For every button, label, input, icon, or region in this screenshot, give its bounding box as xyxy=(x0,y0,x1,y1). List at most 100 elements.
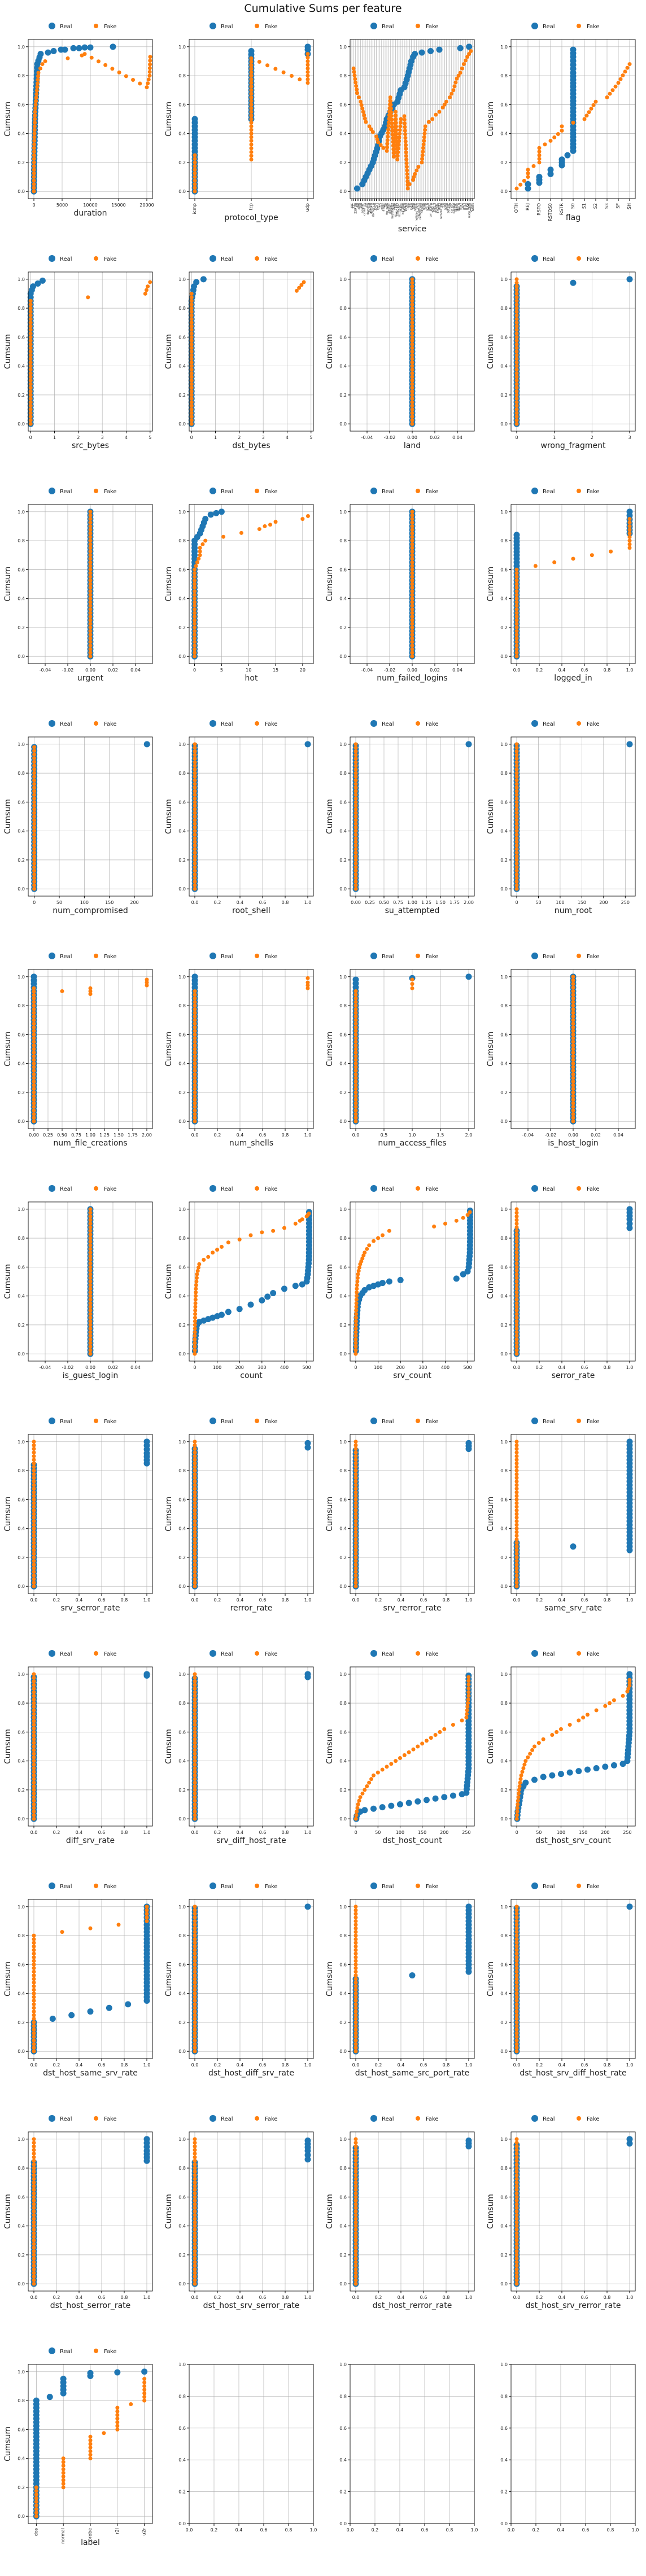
y-tick-label: 0.4 xyxy=(500,131,508,137)
axes-frame xyxy=(510,1201,636,1362)
data-point xyxy=(32,1112,36,1116)
data-point xyxy=(28,411,33,415)
data-point xyxy=(32,986,36,990)
x-tick-label: 0.8 xyxy=(604,1598,611,1603)
y-tick-label: 0.2 xyxy=(18,1323,25,1328)
data-point xyxy=(612,1698,616,1702)
legend-marker-fake xyxy=(416,1884,420,1888)
y-tick-label: 0.2 xyxy=(500,858,508,863)
x-tick-label: 0.6 xyxy=(581,668,588,673)
data-point xyxy=(405,168,409,173)
subplot-rerror_rate: Real Fake 0.0 0.2 0.4 0.6 0.8 1.0 0.0 0.2 0.4 0.6 0.… xyxy=(162,1412,320,1638)
data-point xyxy=(304,1444,311,1451)
legend-marker-fake xyxy=(416,1419,420,1423)
x-tick-label: 0.6 xyxy=(581,1365,588,1370)
data-point xyxy=(605,95,609,100)
x-tick-label: 0.02 xyxy=(430,435,440,440)
subplot-logged_in: Real Fake 0.0 0.2 0.4 0.6 0.8 1.0 0.0 0.2 0.4 0.6 0.… xyxy=(484,482,642,708)
x-axis-label: duration xyxy=(74,209,107,218)
axes-frame xyxy=(510,969,636,1129)
data-point xyxy=(514,883,519,888)
data-point xyxy=(514,1537,519,1542)
data-point xyxy=(353,1072,358,1077)
data-point xyxy=(194,1276,199,1280)
legend-marker-fake xyxy=(255,1419,259,1423)
data-point xyxy=(353,771,358,775)
data-point xyxy=(32,1570,36,1574)
data-point xyxy=(197,1265,201,1270)
y-tick-label: 0.8 xyxy=(339,1701,347,1706)
data-point xyxy=(515,1809,520,1814)
data-point xyxy=(353,185,360,192)
data-point xyxy=(193,1705,197,1709)
x-tick-label: 0.6 xyxy=(420,2062,427,2068)
data-point xyxy=(385,138,390,142)
data-point xyxy=(193,1025,197,1030)
y-tick-label: 0.4 xyxy=(178,1294,186,1299)
data-point xyxy=(193,1675,197,1680)
data-point xyxy=(88,1218,93,1222)
legend-label-real: Real xyxy=(382,1884,394,1890)
data-point xyxy=(353,1341,358,1345)
x-tick-label: 3 xyxy=(101,435,104,440)
x-tick-label: 0.8 xyxy=(282,900,289,905)
data-point xyxy=(289,73,294,78)
legend-label-fake: Fake xyxy=(587,1186,600,1192)
legend-marker-fake xyxy=(416,489,420,493)
data-point xyxy=(189,346,194,350)
data-point xyxy=(60,1930,64,1934)
data-point xyxy=(28,317,33,321)
data-point xyxy=(32,858,37,862)
data-point xyxy=(189,324,194,328)
data-point xyxy=(106,2004,112,2011)
data-point xyxy=(88,585,93,590)
data-point xyxy=(410,407,414,412)
data-point xyxy=(353,1533,358,1538)
data-point xyxy=(32,836,37,840)
data-point xyxy=(88,549,93,554)
data-point xyxy=(571,1065,575,1069)
legend-marker-real xyxy=(531,23,538,29)
data-point xyxy=(193,1330,197,1335)
data-point xyxy=(193,2028,197,2032)
data-point xyxy=(28,306,33,310)
data-point xyxy=(218,1311,225,1318)
y-tick-label: 0.6 xyxy=(500,1265,508,1270)
data-point xyxy=(193,840,197,844)
series-real xyxy=(513,741,633,892)
data-point xyxy=(193,1690,197,1695)
data-point xyxy=(589,107,593,111)
legend: Real Fake xyxy=(370,255,439,262)
data-point xyxy=(32,1068,36,1073)
x-tick-label: rje xyxy=(442,203,445,207)
data-point xyxy=(570,46,577,53)
data-point xyxy=(32,1802,36,1807)
y-tick-label: 0.0 xyxy=(178,887,186,892)
y-tick-label: 1.0 xyxy=(18,1440,25,1445)
y-tick-label: 0.8 xyxy=(339,538,347,543)
y-tick-label: 0.2 xyxy=(339,393,347,398)
data-point xyxy=(32,2002,36,2007)
x-tick-label: 0 xyxy=(515,900,518,905)
legend-marker-fake xyxy=(255,721,259,726)
x-axis-label: same_srv_rate xyxy=(544,1604,602,1613)
x-tick-label: 0.4 xyxy=(237,900,244,905)
x-tick-label: nnsp xyxy=(422,203,426,210)
data-point xyxy=(353,1966,358,1971)
legend: Real Fake xyxy=(370,953,439,960)
data-point xyxy=(103,63,108,67)
x-axis-label: num_shells xyxy=(229,1139,273,1148)
data-point xyxy=(369,1777,374,1781)
data-point xyxy=(353,763,358,768)
x-tick-label: 5 xyxy=(220,668,223,673)
data-point xyxy=(410,324,414,328)
legend-marker-real xyxy=(370,1650,377,1657)
x-tick-label: 5 xyxy=(149,435,151,440)
data-point xyxy=(189,400,194,405)
data-point xyxy=(28,313,33,318)
data-point xyxy=(88,1276,93,1280)
data-point xyxy=(33,117,37,121)
legend-marker-real xyxy=(531,1185,538,1192)
subplot-srv_count: Real Fake 0 100 200 300 400 500 0.0 0.2 0.4 0.6 0.8 1… xyxy=(323,1179,481,1405)
